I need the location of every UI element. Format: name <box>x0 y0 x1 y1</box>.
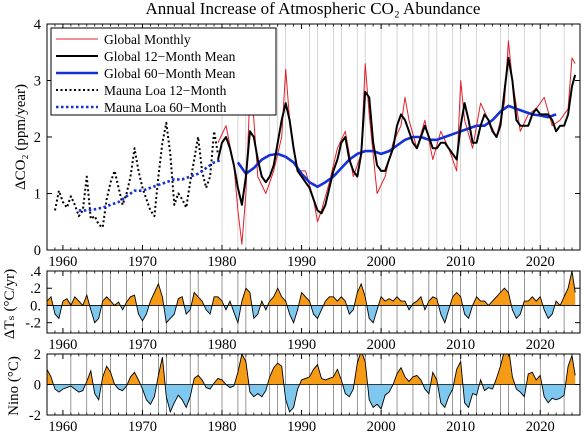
series-line <box>217 56 577 215</box>
y-tick-label: .2 <box>30 281 41 297</box>
co2-panel: 1960 1970 1980 1990 2000 2010 2020 0 1 2 3 4 ΔCO₂ (… <box>13 17 581 270</box>
y-tick-label: 0. <box>30 298 41 314</box>
temperature-rate-panel: 1960 1970 1980 1990 2000 2010 2020 .4.20. -.2 ΔT… <box>2 264 581 353</box>
x-tick-label: 1970 <box>128 419 157 435</box>
temperature-rate-y-axis-label: ΔTₛ (°C/yr) <box>2 269 18 339</box>
x-tick-label: 2000 <box>367 254 396 270</box>
legend-box <box>50 27 277 116</box>
x-tick-label: 1980 <box>208 337 237 353</box>
temperature-rate-gridlines <box>70 271 565 333</box>
x-tick-label: 2010 <box>446 419 475 435</box>
series-line <box>78 158 223 212</box>
x-tick-label: 1970 <box>128 254 157 270</box>
x-tick-label: 1990 <box>287 419 316 435</box>
x-tick-label: 2020 <box>526 254 555 270</box>
x-tick-label: 1980 <box>208 419 237 435</box>
y-tick-label: 4 <box>34 17 42 33</box>
x-tick-label: 1990 <box>287 337 316 353</box>
series-line <box>47 354 576 414</box>
x-tick-label: 2010 <box>446 337 475 353</box>
x-tick-label: 1960 <box>48 254 77 270</box>
positive-area <box>47 354 576 385</box>
legend-label: Global 12−Month Mean <box>104 49 236 64</box>
x-tick-label: 2000 <box>367 419 396 435</box>
x-tick-label: 2020 <box>526 419 555 435</box>
nino-series <box>47 354 580 414</box>
x-tick-label: 1990 <box>287 254 316 270</box>
legend-label: Mauna Loa 60−Month <box>104 100 227 115</box>
series-line <box>54 121 219 229</box>
y-tick-label: -2 <box>29 408 41 424</box>
co2-series <box>54 40 577 245</box>
temperature-rate-plot-frame <box>46 270 581 334</box>
y-tick-label: 3 <box>34 74 41 90</box>
legend-label: Mauna Loa 12−Month <box>104 83 227 98</box>
legend-label: Global 60−Month Mean <box>104 66 236 81</box>
chart-title: Annual Increase of Atmospheric CO₂ Abund… <box>146 0 481 18</box>
legend: Global Monthly Global 12−Month Mean Global… <box>50 27 277 116</box>
temperature-rate-ticks: 1960 1970 1980 1990 2000 2010 2020 .4.20. -.2 <box>25 264 581 353</box>
series-line <box>47 271 576 325</box>
co2-y-axis-label: ΔCO₂ (ppm/year) <box>13 84 29 190</box>
y-tick-label: 1 <box>34 187 41 203</box>
y-tick-label: 0 <box>34 243 41 259</box>
legend-label: Global Monthly <box>104 32 191 47</box>
x-tick-label: 2020 <box>526 337 555 353</box>
co2-gridlines <box>221 24 565 250</box>
x-tick-label: 1960 <box>48 419 77 435</box>
x-tick-label: 1970 <box>128 337 157 353</box>
x-tick-label: 2010 <box>446 254 475 270</box>
co2-ticks: 1960 1970 1980 1990 2000 2010 2020 0 1 2 3 4 <box>34 17 581 270</box>
nino-y-axis-label: Nino (°C) <box>6 356 22 416</box>
y-tick-label: 2 <box>34 130 41 146</box>
y-tick-label: -.2 <box>25 316 41 332</box>
y-tick-label: .4 <box>30 264 42 280</box>
x-tick-label: 1960 <box>48 337 77 353</box>
temperature-rate-series <box>47 271 580 325</box>
y-tick-label: 0 <box>34 378 41 394</box>
x-tick-label: 2000 <box>367 337 396 353</box>
y-tick-label: 2 <box>34 347 41 363</box>
x-tick-label: 1980 <box>208 254 237 270</box>
